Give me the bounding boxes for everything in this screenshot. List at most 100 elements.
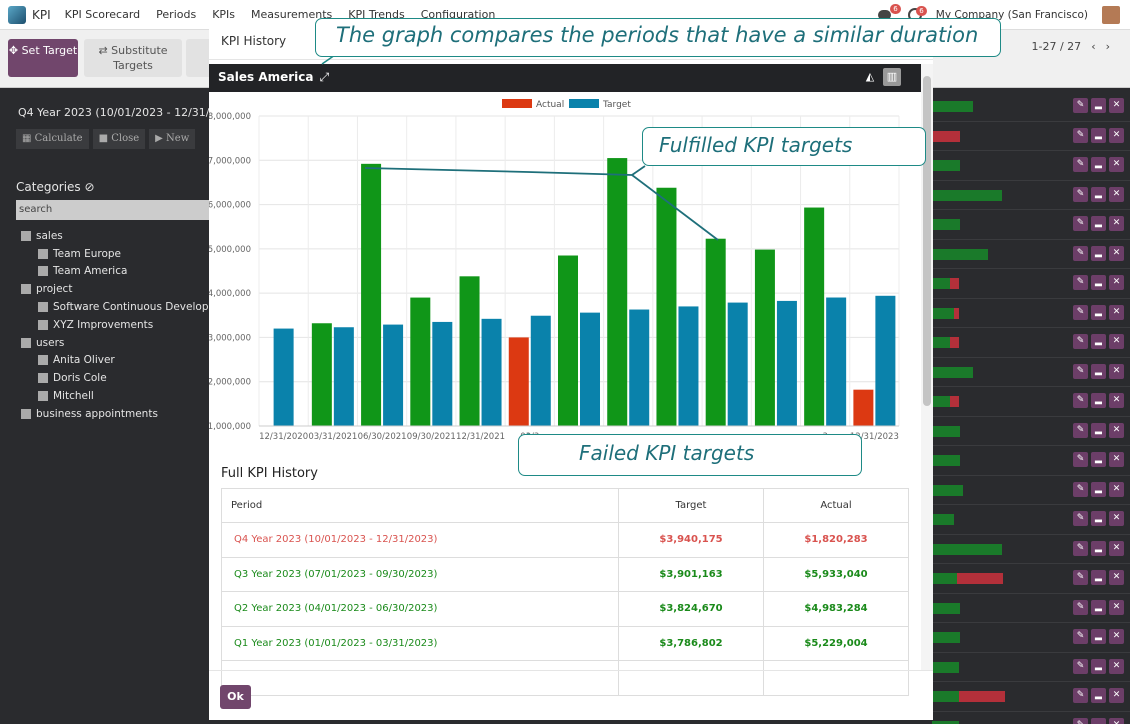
chart-icon[interactable]: ▂ [1091,570,1106,585]
pager-value[interactable]: 1-27 / 27 [1031,40,1082,53]
chart-icon[interactable]: ▂ [1091,717,1106,724]
bar-actual[interactable] [410,297,431,426]
chart-icon[interactable]: ▂ [1091,452,1106,467]
delete-icon[interactable]: ✕ [1109,629,1124,644]
category-node[interactable]: Mitchell [6,387,236,405]
delete-icon[interactable]: ✕ [1109,334,1124,349]
category-node[interactable]: Doris Cole [6,369,236,387]
edit-icon[interactable]: ✎ [1073,363,1088,379]
chart-icon[interactable]: ▂ [1091,186,1106,202]
chart-icon[interactable]: ▂ [1091,658,1106,674]
edit-icon[interactable]: ✎ [1073,393,1088,408]
edit-icon[interactable]: ✎ [1073,275,1088,290]
set-target-button[interactable]: ✥ Set Target [8,39,78,77]
delete-icon[interactable]: ✕ [1109,599,1124,615]
delete-icon[interactable]: ✕ [1109,245,1124,261]
bar-target[interactable] [678,306,699,426]
menu-item-3[interactable]: Measurements [251,8,333,21]
delete-icon[interactable]: ✕ [1109,688,1124,703]
col-period[interactable]: Period [221,488,619,523]
kpi-row[interactable]: ✎▂✕ [932,92,1130,122]
expand-icon[interactable]: ⤢ [319,70,330,84]
kpi-row[interactable]: ✎▂✕ [932,151,1130,181]
kpi-row[interactable]: ✎▂✕ [932,122,1130,151]
kpi-row[interactable]: ✎▂✕ [932,535,1130,564]
bar-target[interactable] [727,302,748,426]
delete-icon[interactable]: ✕ [1109,452,1124,467]
checkbox[interactable] [38,391,48,402]
chart-icon[interactable]: ▂ [1091,157,1106,172]
table-row[interactable]: Q1 Year 2023 (01/01/2023 - 03/31/2023) $3… [221,625,909,661]
kpi-row[interactable]: ✎▂✕ [932,269,1130,299]
edit-icon[interactable]: ✎ [1073,599,1088,615]
delete-icon[interactable]: ✕ [1109,304,1124,320]
chart-icon[interactable]: ▂ [1091,511,1106,526]
checkbox[interactable] [38,302,48,313]
kpi-row[interactable]: ✎▂✕ [932,417,1130,446]
edit-icon[interactable]: ✎ [1073,629,1088,644]
substitute-targets-button[interactable]: ⇄ Substitute Targets [84,39,182,77]
checkbox[interactable] [38,355,48,366]
category-node[interactable]: sales [6,227,236,245]
category-node[interactable]: Anita Oliver [6,352,236,370]
col-target[interactable]: Target [618,488,764,523]
bar-actual[interactable] [656,187,677,426]
chart-icon[interactable]: ▂ [1091,393,1106,408]
kpi-row[interactable]: ✎▂✕ [932,594,1130,623]
kpi-row[interactable]: ✎▂✕ [932,505,1130,535]
legend-label[interactable]: Target [602,100,631,110]
chart-icon[interactable]: ▂ [1091,422,1106,438]
kpi-row[interactable]: ✎▂✕ [932,299,1130,328]
category-node[interactable]: Software Continuous Development [6,298,236,316]
edit-icon[interactable]: ✎ [1073,481,1088,497]
edit-icon[interactable]: ✎ [1073,658,1088,674]
ok-button[interactable]: Ok [220,685,251,709]
edit-icon[interactable]: ✎ [1073,127,1088,143]
table-row[interactable]: Q2 Year 2023 (04/01/2023 - 06/30/2023) $3… [221,591,909,627]
delete-icon[interactable]: ✕ [1109,216,1124,231]
delete-icon[interactable]: ✕ [1109,511,1124,526]
edit-icon[interactable]: ✎ [1073,334,1088,349]
delete-icon[interactable]: ✕ [1109,658,1124,674]
bar-actual[interactable] [853,389,874,426]
menu-item-1[interactable]: Periods [156,8,197,21]
area-chart-icon[interactable]: ◭ [865,70,875,83]
checkbox[interactable] [21,408,31,419]
kpi-row[interactable]: ✎▂✕ [932,210,1130,240]
delete-icon[interactable]: ✕ [1109,422,1124,438]
edit-icon[interactable]: ✎ [1073,570,1088,585]
bar-target[interactable] [432,321,453,426]
new-button[interactable]: ▶ New [149,129,196,149]
bar-target[interactable] [776,300,797,426]
bar-target[interactable] [580,312,600,426]
kpi-row[interactable]: ✎▂✕ [932,476,1130,505]
category-search-input[interactable]: search [16,200,210,220]
delete-icon[interactable]: ✕ [1109,717,1124,724]
checkbox[interactable] [38,266,48,277]
table-row[interactable]: Q3 Year 2023 (07/01/2023 - 09/30/2023) $3… [221,556,909,592]
category-node[interactable]: users [6,334,236,352]
checkbox[interactable] [38,319,48,330]
menu-item-5[interactable]: Configuration [420,8,496,21]
scrollbar-thumb[interactable] [923,76,931,406]
category-node[interactable]: XYZ Improvements [6,316,236,334]
kpi-row[interactable]: ✎▂✕ [932,387,1130,417]
chart-icon[interactable]: ▂ [1091,540,1106,556]
pager-next-button[interactable]: › [1105,40,1110,53]
bar-actual[interactable] [361,163,382,426]
pager-prev-button[interactable]: ‹ [1091,40,1096,53]
user-avatar[interactable] [1102,6,1120,24]
dialog-scrollbar[interactable] [921,64,933,670]
chart-icon[interactable]: ▂ [1091,245,1106,261]
chart-icon[interactable]: ▂ [1091,481,1106,497]
bar-actual[interactable] [311,323,332,426]
category-node[interactable]: project [6,280,236,298]
bar-actual[interactable] [804,207,825,426]
edit-icon[interactable]: ✎ [1073,98,1088,113]
checkbox[interactable] [21,284,31,295]
checkbox[interactable] [21,230,31,241]
category-node[interactable]: Team Europe [6,245,236,263]
bar-target[interactable] [333,327,354,426]
bar-actual[interactable] [607,158,628,427]
category-node[interactable]: business appointments [6,405,236,423]
